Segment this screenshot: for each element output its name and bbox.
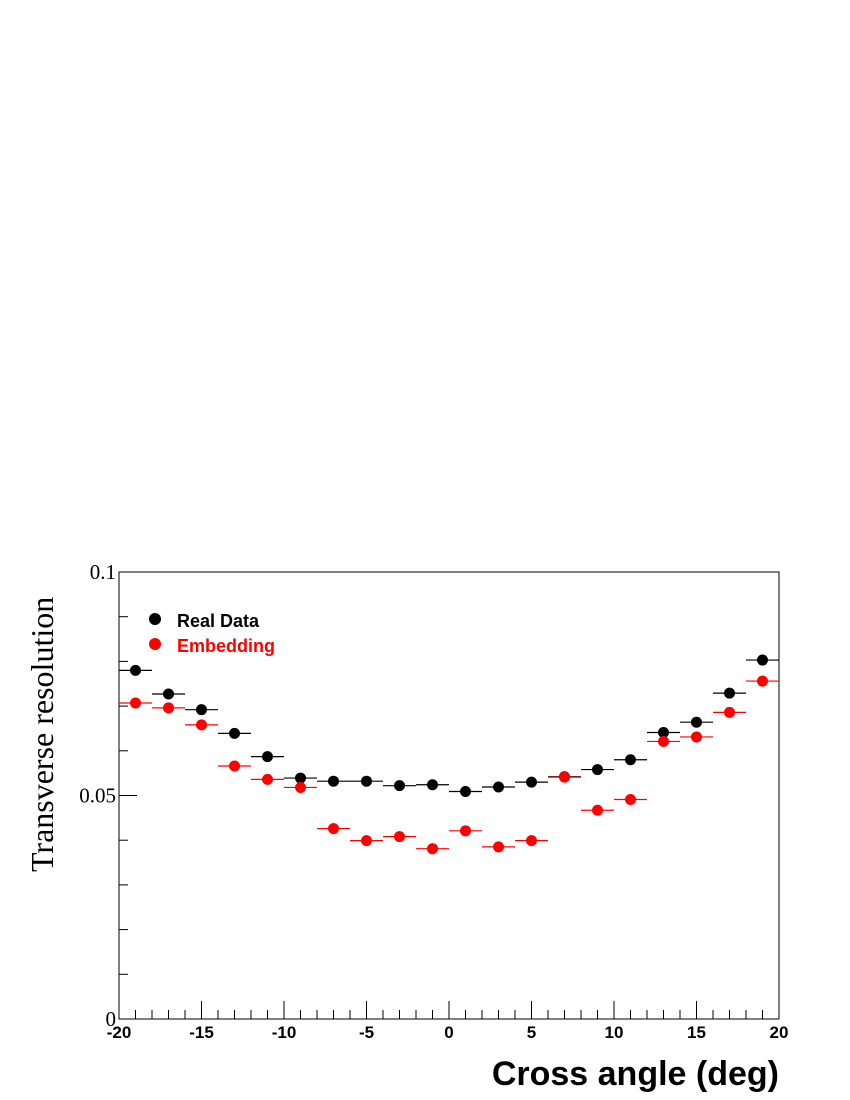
data-point bbox=[163, 688, 174, 700]
series-embedding bbox=[119, 675, 779, 855]
data-point bbox=[361, 835, 372, 847]
data-point bbox=[724, 706, 735, 718]
data-point bbox=[130, 697, 141, 709]
data-point bbox=[196, 704, 207, 716]
x-tick-label: 5 bbox=[527, 1023, 536, 1042]
data-point bbox=[427, 843, 438, 855]
data-point bbox=[493, 781, 504, 793]
data-point bbox=[130, 664, 141, 676]
data-point bbox=[658, 735, 669, 747]
y-axis-title: Transverse resolution bbox=[24, 597, 60, 872]
data-point bbox=[658, 726, 669, 738]
data-point bbox=[691, 716, 702, 728]
x-tick-label: 10 bbox=[605, 1023, 624, 1042]
data-point bbox=[196, 719, 207, 731]
data-point bbox=[691, 731, 702, 743]
data-point bbox=[757, 654, 768, 666]
y-tick-label: 0.05 bbox=[79, 784, 116, 808]
data-point bbox=[295, 772, 306, 784]
x-tick-label: -10 bbox=[272, 1023, 297, 1042]
data-point bbox=[526, 835, 537, 847]
legend-marker-real-data bbox=[149, 613, 161, 625]
data-point bbox=[394, 780, 405, 792]
legend-label-real-data: Real Data bbox=[177, 611, 260, 631]
data-point bbox=[295, 781, 306, 793]
y-tick-label: 0.1 bbox=[90, 560, 116, 584]
data-marks bbox=[119, 654, 779, 855]
data-point bbox=[757, 675, 768, 687]
x-tick-label: -20 bbox=[107, 1023, 132, 1042]
data-point bbox=[394, 831, 405, 843]
x-axis-title: Cross angle (deg) bbox=[492, 1055, 779, 1093]
data-point bbox=[229, 760, 240, 772]
data-point bbox=[460, 825, 471, 837]
data-point bbox=[592, 804, 603, 816]
data-point bbox=[625, 794, 636, 806]
data-point bbox=[526, 776, 537, 788]
data-point bbox=[361, 775, 372, 787]
x-tick-label: 20 bbox=[770, 1023, 789, 1042]
data-point bbox=[229, 727, 240, 739]
x-tick-label: -15 bbox=[189, 1023, 214, 1042]
data-point bbox=[328, 823, 339, 835]
data-point bbox=[724, 687, 735, 699]
data-point bbox=[460, 785, 471, 797]
y-tick-label: 0 bbox=[106, 1007, 117, 1031]
data-point bbox=[592, 764, 603, 776]
data-point bbox=[262, 773, 273, 785]
data-point bbox=[625, 754, 636, 766]
legend: Real Data Embedding bbox=[149, 611, 275, 656]
x-tick-label: 0 bbox=[444, 1023, 453, 1042]
x-tick-label: 15 bbox=[687, 1023, 706, 1042]
data-point bbox=[427, 779, 438, 791]
axes: -20 -15 -10 -5 0 5 10 15 20 0 0.05 0.1 bbox=[79, 560, 788, 1042]
data-point bbox=[328, 775, 339, 787]
legend-marker-embedding bbox=[149, 638, 161, 650]
series-real-data bbox=[119, 654, 779, 797]
data-point bbox=[493, 841, 504, 853]
legend-label-embedding: Embedding bbox=[177, 636, 275, 656]
data-point bbox=[262, 751, 273, 763]
x-tick-label: -5 bbox=[359, 1023, 374, 1042]
data-point bbox=[163, 702, 174, 714]
data-point bbox=[559, 771, 570, 783]
